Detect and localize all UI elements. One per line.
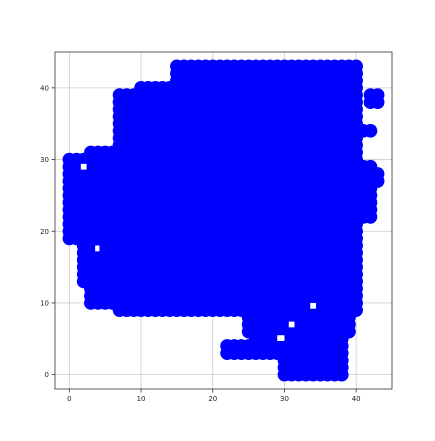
y-tick-label: 0 (45, 371, 49, 379)
y-tick-label: 20 (40, 228, 49, 236)
plot-frame (54, 51, 393, 390)
scatter-point (370, 88, 385, 102)
x-tick-label: 10 (137, 395, 146, 403)
scatter-point (349, 59, 363, 74)
scatter-point (76, 167, 91, 181)
y-tick-label: 40 (40, 84, 49, 92)
scatter-point (342, 310, 356, 325)
scatter-point (76, 152, 91, 167)
point-gap (277, 335, 285, 341)
x-axis: 0 10 20 30 40 (67, 389, 361, 403)
scatter-point (76, 238, 91, 253)
y-tick-label: 30 (40, 156, 49, 164)
x-tick-label: 0 (67, 395, 71, 403)
x-tick-label: 20 (208, 395, 217, 403)
point-gap (95, 245, 100, 252)
data-points (62, 59, 385, 382)
scatter-point (370, 167, 385, 181)
point-gap (310, 302, 316, 309)
scatter-point (335, 332, 349, 346)
x-tick-label: 30 (280, 395, 289, 403)
point-gap (288, 321, 295, 328)
scatter-point (363, 124, 378, 138)
y-tick-label: 10 (40, 299, 49, 307)
point-gap (80, 163, 87, 170)
x-tick-label: 40 (352, 395, 361, 403)
y-axis: 0 10 20 30 40 (40, 84, 55, 379)
